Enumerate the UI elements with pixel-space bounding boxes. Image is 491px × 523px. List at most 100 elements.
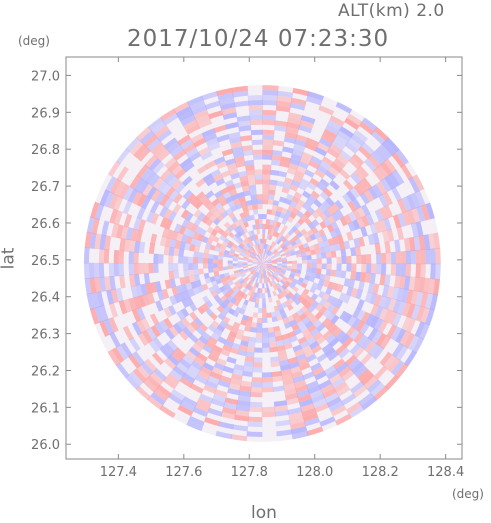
y-tick-label: 26.3	[31, 328, 60, 343]
heatmap-cell	[84, 263, 90, 279]
heatmap-cell	[253, 312, 258, 318]
heatmap-cell	[376, 253, 381, 264]
heatmap-cell	[153, 254, 158, 264]
heatmap-cell	[435, 248, 441, 264]
heatmap-cell	[262, 347, 270, 352]
heatmap-cell	[341, 256, 346, 264]
heatmap-cell	[193, 263, 198, 269]
heatmap-cell	[386, 252, 391, 264]
heatmap-cell	[262, 100, 277, 106]
y-tick-label: 26.2	[31, 364, 60, 379]
heatmap-cell	[208, 254, 214, 259]
heatmap-cell	[336, 264, 341, 271]
y-tick-label: 26.7	[31, 180, 60, 195]
heatmap-cell	[198, 258, 203, 264]
heatmap-cell	[381, 253, 386, 264]
heatmap-cell	[178, 249, 184, 257]
heatmap-cell	[262, 110, 276, 116]
heatmap-cell	[262, 303, 266, 308]
heatmap-cell	[252, 367, 262, 372]
heatmap-cell	[257, 199, 263, 204]
heatmap-cell	[321, 252, 327, 258]
heatmap-cell	[114, 263, 120, 277]
heatmap-cell	[269, 342, 277, 348]
y-tick-label: 26.9	[31, 106, 60, 121]
x-tick-label: 127.8	[231, 465, 268, 480]
heatmap-cell	[249, 105, 264, 111]
heatmap-cell	[178, 256, 183, 264]
heatmap-cell	[255, 338, 262, 343]
heatmap-cell	[262, 382, 273, 387]
heatmap-cell	[396, 251, 401, 264]
y-tick-label: 26.6	[31, 217, 60, 232]
heatmap-cell	[94, 263, 100, 278]
heatmap-cell	[250, 392, 262, 397]
heatmap-cell	[346, 256, 351, 264]
x-tick-label: 128.4	[427, 465, 464, 480]
heatmap-cell	[262, 293, 265, 298]
heatmap-cell	[268, 327, 275, 333]
heatmap-cell	[381, 264, 386, 275]
heatmap-cell	[268, 332, 275, 338]
heatmap-cell	[262, 120, 275, 126]
heatmap-cell	[249, 115, 263, 121]
y-tick-label: 27.0	[31, 69, 60, 84]
heatmap-cell	[302, 260, 307, 264]
heatmap-cell	[247, 175, 256, 181]
heatmap-cell	[251, 130, 263, 135]
heatmap-cell	[233, 263, 238, 266]
heatmap-cell	[183, 256, 188, 263]
heatmap-cell	[84, 247, 90, 263]
heatmap-cell	[269, 180, 277, 186]
heatmap-cell	[317, 264, 322, 269]
x-tick-label: 128.0	[296, 465, 333, 480]
heatmap-cell	[262, 214, 267, 219]
heatmap-cell	[262, 189, 269, 194]
heatmap-cell	[255, 174, 263, 179]
heatmap-cell	[326, 251, 332, 258]
heatmap-cell	[252, 150, 262, 155]
heatmap-cell	[228, 263, 233, 266]
heatmap-cell	[143, 263, 148, 274]
heatmap-cell	[148, 263, 153, 273]
heatmap-cell	[249, 402, 262, 408]
heatmap-cell	[228, 260, 233, 263]
heatmap-cell	[415, 264, 421, 279]
heatmap-cell	[420, 264, 426, 279]
heatmap-cell	[340, 270, 346, 278]
heatmap-cell	[208, 263, 213, 268]
heatmap-cell	[327, 257, 332, 263]
heatmap-cell	[306, 255, 311, 260]
heatmap-cell	[218, 259, 223, 263]
heatmap-cell	[183, 263, 188, 270]
heatmap-cell	[262, 155, 272, 160]
heatmap-cell	[262, 412, 276, 418]
heatmap-cell	[262, 115, 276, 121]
heatmap-cell	[262, 234, 265, 239]
x-tick-label: 127.6	[165, 465, 202, 480]
heatmap-cell	[251, 387, 263, 392]
heatmap-cell	[183, 270, 189, 278]
heatmap-cell	[218, 263, 223, 267]
heatmap-cell	[262, 194, 268, 199]
x-tick-label: 128.2	[362, 465, 399, 480]
heatmap-cell	[256, 328, 262, 333]
heatmap-cell	[258, 214, 263, 219]
heatmap-cell	[248, 100, 263, 106]
heatmap-cell	[248, 337, 256, 343]
heatmap-cell	[247, 342, 255, 348]
heatmap-cell	[188, 263, 193, 270]
heatmap-cell	[262, 308, 267, 313]
heatmap-cell	[361, 254, 366, 264]
heatmap-cell	[129, 251, 134, 263]
heatmap-cell	[99, 249, 105, 264]
x-tick-label: 127.4	[100, 465, 137, 480]
heatmap-cell	[262, 169, 271, 174]
heatmap-cell	[104, 249, 110, 264]
heatmap-cell	[213, 263, 218, 268]
heatmap-cell	[256, 194, 262, 199]
heatmap-cell	[391, 264, 396, 276]
heatmap-cell	[269, 185, 277, 191]
heatmap-cell	[213, 255, 218, 260]
heatmap-cell	[317, 258, 322, 263]
